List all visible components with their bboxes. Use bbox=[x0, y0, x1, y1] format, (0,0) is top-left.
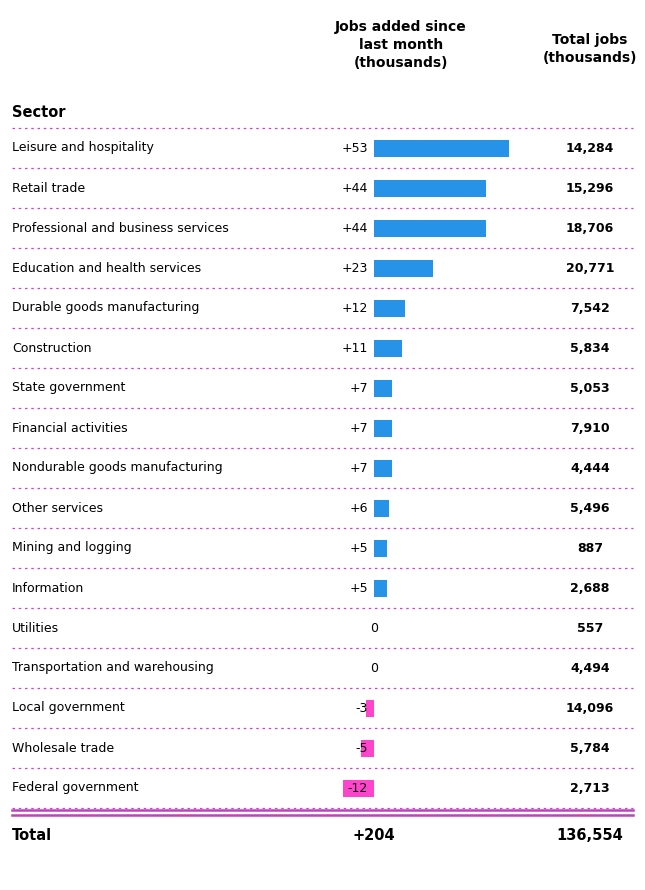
Text: +7: +7 bbox=[350, 462, 368, 474]
Text: Professional and business services: Professional and business services bbox=[12, 222, 229, 234]
Bar bbox=[374, 539, 387, 556]
Text: 18,706: 18,706 bbox=[566, 222, 614, 234]
Text: 7,910: 7,910 bbox=[570, 422, 610, 434]
Bar bbox=[374, 379, 392, 397]
Text: 4,494: 4,494 bbox=[570, 661, 610, 675]
Text: State government: State government bbox=[12, 382, 125, 394]
Text: +44: +44 bbox=[342, 222, 368, 234]
Text: 5,496: 5,496 bbox=[570, 501, 610, 514]
Text: +12: +12 bbox=[342, 302, 368, 314]
Text: Jobs added since
last month
(thousands): Jobs added since last month (thousands) bbox=[335, 20, 467, 69]
Bar bbox=[374, 260, 433, 277]
Text: -12: -12 bbox=[348, 781, 368, 795]
Text: +5: +5 bbox=[350, 581, 368, 595]
Text: -5: -5 bbox=[355, 741, 368, 755]
Text: Education and health services: Education and health services bbox=[12, 262, 201, 274]
Text: Sector: Sector bbox=[12, 105, 66, 120]
Text: 136,554: 136,554 bbox=[557, 829, 623, 844]
Bar bbox=[374, 300, 404, 317]
Text: Mining and logging: Mining and logging bbox=[12, 541, 132, 554]
Text: Federal government: Federal government bbox=[12, 781, 139, 795]
Text: 0: 0 bbox=[370, 661, 378, 675]
Text: 0: 0 bbox=[370, 621, 378, 635]
Bar bbox=[361, 740, 374, 756]
Text: 887: 887 bbox=[577, 541, 603, 554]
Bar bbox=[374, 180, 486, 197]
Text: 4,444: 4,444 bbox=[570, 462, 610, 474]
Text: 14,096: 14,096 bbox=[566, 701, 614, 715]
Text: +53: +53 bbox=[341, 142, 368, 155]
Text: 5,053: 5,053 bbox=[570, 382, 610, 394]
Bar bbox=[374, 579, 387, 596]
Text: +11: +11 bbox=[342, 342, 368, 354]
Text: Total: Total bbox=[12, 829, 52, 844]
Text: Utilities: Utilities bbox=[12, 621, 59, 635]
Bar bbox=[374, 220, 486, 237]
Text: +7: +7 bbox=[350, 382, 368, 394]
Bar bbox=[343, 780, 374, 797]
Text: Financial activities: Financial activities bbox=[12, 422, 128, 434]
Bar bbox=[374, 339, 402, 357]
Text: 15,296: 15,296 bbox=[566, 182, 614, 195]
Text: +6: +6 bbox=[350, 501, 368, 514]
Text: 2,688: 2,688 bbox=[570, 581, 610, 595]
Text: +204: +204 bbox=[353, 829, 395, 844]
Text: +44: +44 bbox=[342, 182, 368, 195]
Text: Durable goods manufacturing: Durable goods manufacturing bbox=[12, 302, 199, 314]
Text: Leisure and hospitality: Leisure and hospitality bbox=[12, 142, 154, 155]
Text: 5,834: 5,834 bbox=[570, 342, 610, 354]
Text: Total jobs
(thousands): Total jobs (thousands) bbox=[542, 33, 637, 65]
Text: 20,771: 20,771 bbox=[566, 262, 614, 274]
Text: Information: Information bbox=[12, 581, 84, 595]
Text: +23: +23 bbox=[342, 262, 368, 274]
Text: +7: +7 bbox=[350, 422, 368, 434]
Text: 2,713: 2,713 bbox=[570, 781, 610, 795]
Text: 7,542: 7,542 bbox=[570, 302, 610, 314]
Text: Other services: Other services bbox=[12, 501, 103, 514]
Text: Nondurable goods manufacturing: Nondurable goods manufacturing bbox=[12, 462, 223, 474]
Bar bbox=[374, 140, 509, 157]
Text: Construction: Construction bbox=[12, 342, 92, 354]
Text: 557: 557 bbox=[577, 621, 603, 635]
Text: +5: +5 bbox=[350, 541, 368, 554]
Bar bbox=[374, 459, 392, 476]
Text: Local government: Local government bbox=[12, 701, 124, 715]
Text: 5,784: 5,784 bbox=[570, 741, 610, 755]
Bar bbox=[374, 419, 392, 436]
Text: 14,284: 14,284 bbox=[566, 142, 614, 155]
Text: Wholesale trade: Wholesale trade bbox=[12, 741, 114, 755]
Text: -3: -3 bbox=[355, 701, 368, 715]
Text: Retail trade: Retail trade bbox=[12, 182, 85, 195]
Bar bbox=[366, 700, 374, 716]
Text: Transportation and warehousing: Transportation and warehousing bbox=[12, 661, 213, 675]
Bar bbox=[374, 499, 390, 516]
